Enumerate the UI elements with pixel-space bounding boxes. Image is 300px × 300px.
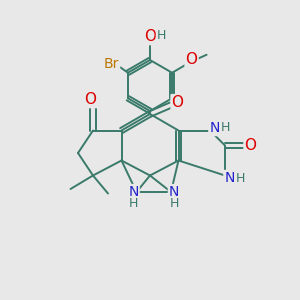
Text: Br: Br [104,57,119,71]
Text: H: H [169,197,179,210]
Text: O: O [144,29,156,44]
Text: N: N [224,171,235,185]
Text: O: O [186,52,198,67]
Text: H: H [157,29,166,42]
Text: N: N [128,185,139,199]
Text: O: O [244,138,256,153]
Text: H: H [129,197,138,210]
Text: O: O [172,95,184,110]
Text: H: H [220,121,230,134]
Text: N: N [169,185,179,199]
Text: N: N [209,121,220,135]
Text: H: H [235,172,245,185]
Text: O: O [85,92,97,107]
